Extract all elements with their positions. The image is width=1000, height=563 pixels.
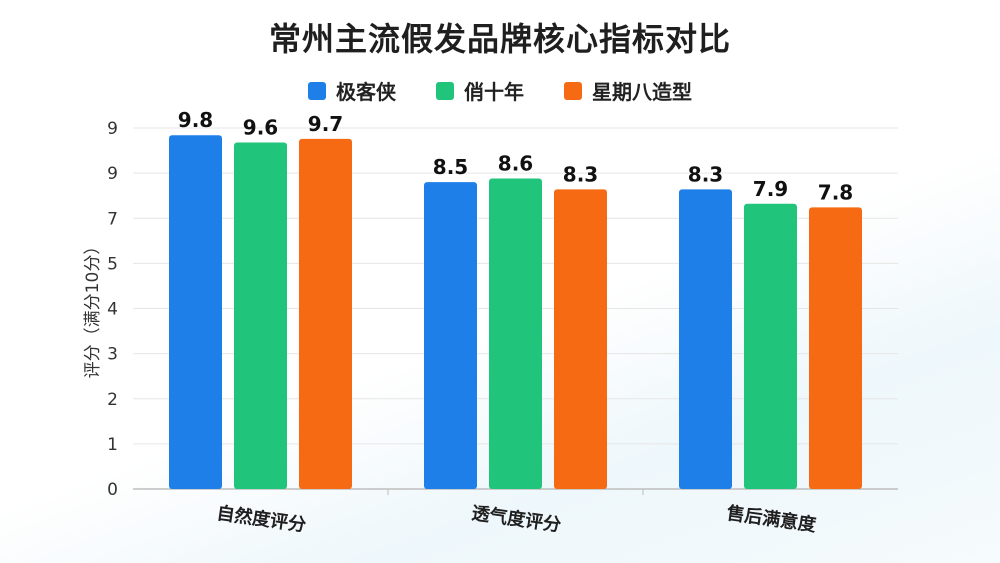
legend: 极客侠 俏十年 星期八造型	[0, 76, 1000, 105]
bar	[554, 189, 607, 489]
legend-label-s1: 俏十年	[464, 80, 524, 104]
y-tick-label: 9	[107, 119, 118, 139]
data-label: 8.3	[688, 162, 723, 186]
legend-swatch-s0	[308, 81, 326, 100]
y-tick-label: 3	[107, 345, 118, 365]
x-category-label: 透气度评分	[470, 502, 562, 536]
y-tick-label: 4	[107, 300, 118, 320]
bar	[744, 203, 797, 489]
x-category-label: 售后满意度	[725, 502, 818, 536]
legend-label-s2: 星期八造型	[592, 80, 692, 104]
bar	[234, 142, 287, 489]
bar	[679, 189, 732, 489]
bar	[809, 207, 862, 490]
y-tick-label: 9	[107, 164, 118, 184]
legend-label-s0: 极客侠	[336, 80, 396, 104]
legend-swatch-s2	[564, 81, 582, 100]
x-category-label: 自然度评分	[215, 502, 307, 536]
data-label: 9.6	[243, 115, 278, 139]
data-label: 8.5	[433, 155, 468, 179]
data-label: 9.8	[178, 108, 213, 132]
y-tick-label: 5	[107, 254, 118, 274]
data-label: 7.8	[818, 180, 853, 204]
data-label: 9.7	[308, 112, 343, 136]
bar	[489, 178, 542, 490]
legend-item-s2: 星期八造型	[564, 76, 692, 105]
data-label: 8.6	[498, 152, 533, 176]
chart-title: 常州主流假发品牌核心指标对比	[268, 20, 731, 58]
data-label: 7.9	[753, 177, 788, 201]
legend-item-s1: 俏十年	[436, 76, 524, 105]
y-tick-label: 0	[107, 480, 118, 500]
legend-swatch-s1	[436, 81, 454, 100]
legend-item-s0: 极客侠	[308, 76, 396, 105]
data-label: 8.3	[563, 162, 598, 186]
y-tick-label: 7	[107, 209, 118, 229]
bar	[424, 182, 477, 489]
y-tick-label: 1	[107, 435, 118, 455]
y-tick-label: 2	[107, 390, 118, 410]
y-axis-label: 评分（满分10分）	[83, 238, 103, 379]
bar	[299, 138, 352, 489]
bar	[169, 135, 222, 489]
